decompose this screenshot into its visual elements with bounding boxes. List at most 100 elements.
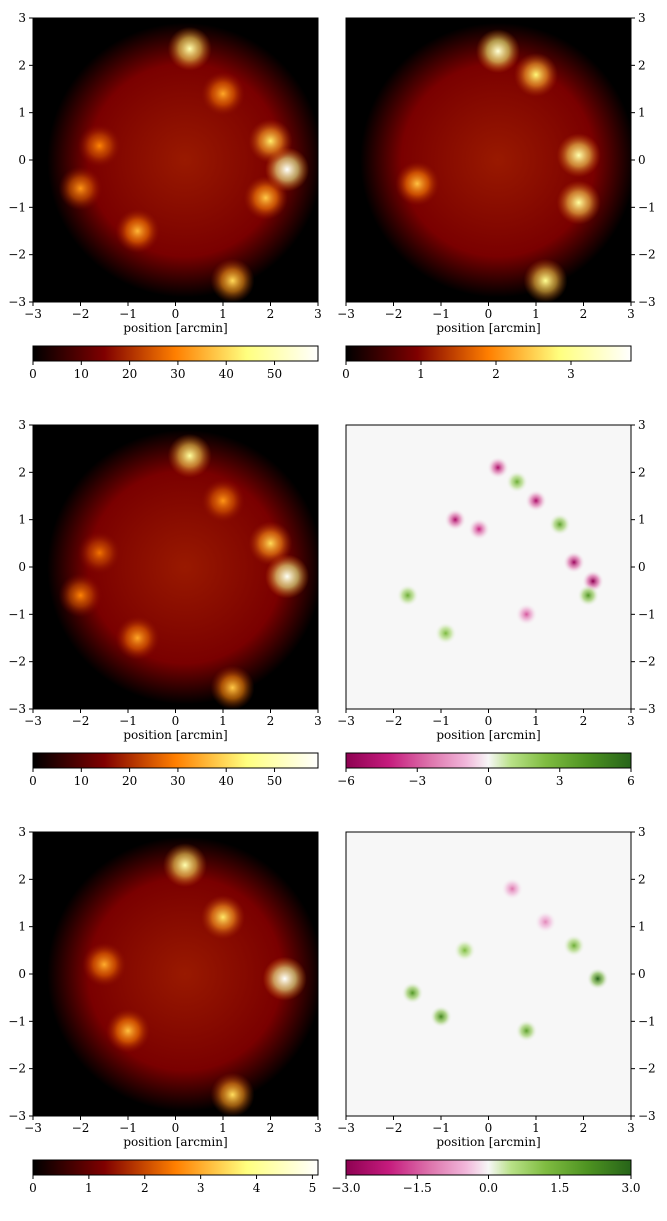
emission-blob bbox=[115, 616, 160, 660]
colorbar-tick-label: 40 bbox=[219, 774, 234, 788]
y-tick-label: 0 bbox=[18, 560, 26, 574]
colorbar-tick-label: 50 bbox=[267, 774, 282, 788]
image-p1 bbox=[33, 18, 318, 302]
y-tick-label: −1 bbox=[8, 607, 26, 621]
image-background bbox=[346, 832, 631, 1116]
y-tick-label: 3 bbox=[18, 11, 26, 25]
y-tick-label: 0 bbox=[638, 967, 646, 981]
emission-blob bbox=[82, 942, 127, 987]
emission-blob bbox=[401, 981, 424, 1004]
y-tick-label: 2 bbox=[638, 465, 646, 479]
y-tick-label: −2 bbox=[638, 655, 656, 669]
x-tick-label: 1 bbox=[219, 307, 227, 321]
x-tick-label: 3 bbox=[627, 307, 635, 321]
image-p2 bbox=[346, 18, 631, 302]
colorbar-tick-label: 5 bbox=[309, 1181, 317, 1195]
emission-blob bbox=[106, 1008, 150, 1053]
x-tick-label: −2 bbox=[385, 1121, 403, 1135]
remnant-disc bbox=[360, 22, 631, 298]
y-tick-label: 0 bbox=[638, 153, 646, 167]
emission-blob bbox=[210, 1072, 255, 1116]
emission-blob bbox=[77, 123, 122, 168]
colorbar-tick-label: −3.0 bbox=[331, 1181, 360, 1195]
y-tick-label: 2 bbox=[18, 872, 26, 886]
colorbar-tick-label: 1.5 bbox=[550, 1181, 569, 1195]
colorbar-tick-label: 3.0 bbox=[621, 1181, 640, 1195]
colorbar-tick-label: 30 bbox=[170, 774, 185, 788]
y-tick-label: −1 bbox=[8, 1014, 26, 1028]
emission-blob bbox=[262, 956, 307, 1001]
colorbar bbox=[345, 752, 632, 769]
y-tick-label: 3 bbox=[18, 825, 26, 839]
x-tick-label: 0 bbox=[485, 307, 493, 321]
colorbar-tick-label: 50 bbox=[267, 367, 282, 381]
emission-blob bbox=[468, 518, 490, 541]
colorbar bbox=[345, 345, 632, 362]
colorbar-tick-label: 1 bbox=[417, 367, 425, 381]
x-axis-label: position [arcmin] bbox=[123, 728, 227, 742]
remnant-disc bbox=[47, 22, 318, 298]
y-tick-label: −2 bbox=[638, 1062, 656, 1076]
x-tick-label: 3 bbox=[314, 1121, 322, 1135]
emission-blob bbox=[167, 433, 212, 478]
x-tick-label: 2 bbox=[267, 1121, 275, 1135]
colorbar-tick-label: 3 bbox=[556, 774, 564, 788]
colorbar-tick-label: 2 bbox=[141, 1181, 149, 1195]
y-tick-label: 0 bbox=[18, 153, 26, 167]
y-tick-label: 3 bbox=[18, 418, 26, 432]
emission-blob bbox=[525, 489, 547, 512]
emission-blob bbox=[210, 258, 255, 302]
emission-blob bbox=[167, 26, 212, 71]
colorbar-tick-label: 10 bbox=[74, 774, 89, 788]
x-tick-label: −1 bbox=[432, 1121, 450, 1135]
colorbar bbox=[345, 1159, 632, 1176]
y-tick-label: 1 bbox=[638, 513, 646, 527]
emission-blob bbox=[534, 910, 557, 933]
x-tick-label: −1 bbox=[119, 1121, 137, 1135]
emission-blob bbox=[563, 934, 585, 957]
y-tick-label: −3 bbox=[8, 295, 26, 309]
y-tick-label: 0 bbox=[18, 967, 26, 981]
x-axis-label: position [arcmin] bbox=[436, 728, 540, 742]
x-tick-label: −3 bbox=[337, 714, 355, 728]
emission-blob bbox=[201, 895, 245, 940]
colorbar-tick-label: 0 bbox=[485, 774, 493, 788]
emission-blob bbox=[453, 939, 476, 962]
x-tick-label: −3 bbox=[337, 307, 355, 321]
emission-blob bbox=[586, 967, 609, 990]
x-tick-label: −3 bbox=[24, 714, 42, 728]
y-tick-label: 2 bbox=[638, 58, 646, 72]
y-tick-label: 1 bbox=[18, 106, 26, 120]
colorbar-tick-label: 20 bbox=[122, 774, 137, 788]
image-p6 bbox=[346, 832, 631, 1116]
x-tick-label: 0 bbox=[172, 714, 180, 728]
x-tick-label: 2 bbox=[580, 1121, 588, 1135]
emission-blob bbox=[434, 622, 457, 645]
emission-blob bbox=[396, 584, 419, 607]
emission-blob bbox=[163, 843, 207, 888]
colorbar bbox=[32, 752, 319, 769]
x-tick-label: 0 bbox=[172, 307, 180, 321]
emission-blob bbox=[577, 584, 600, 607]
emission-blob bbox=[201, 478, 245, 523]
x-tick-label: 3 bbox=[627, 1121, 635, 1135]
x-tick-label: −3 bbox=[24, 1121, 42, 1135]
colorbar-tick-label: 0 bbox=[29, 1181, 37, 1195]
x-axis-label: position [arcmin] bbox=[123, 321, 227, 335]
emission-blob bbox=[476, 29, 520, 74]
panel-p4: −3 −2 −1 0 1 2 3 position [arcmin] −3 −2 −1 0 1 2 3 −6 −… bbox=[337, 418, 656, 788]
x-tick-label: −1 bbox=[119, 714, 137, 728]
x-tick-label: −2 bbox=[385, 307, 403, 321]
emission-blob bbox=[515, 603, 538, 626]
emission-blob bbox=[556, 180, 601, 225]
image-p4 bbox=[346, 425, 631, 709]
y-tick-label: −1 bbox=[638, 607, 656, 621]
emission-blob bbox=[487, 456, 509, 479]
x-tick-label: 1 bbox=[219, 1121, 227, 1135]
y-tick-label: −1 bbox=[638, 1014, 656, 1028]
colorbar-tick-label: 40 bbox=[219, 367, 234, 381]
x-axis-label: position [arcmin] bbox=[436, 321, 540, 335]
colorbar-tick-label: 0 bbox=[29, 367, 37, 381]
y-tick-label: 3 bbox=[638, 11, 646, 25]
